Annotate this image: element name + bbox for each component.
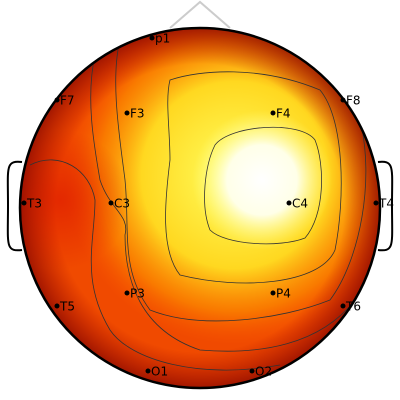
electrode-label: O1 xyxy=(151,365,168,379)
electrode-dot xyxy=(124,290,130,296)
electrode-label: F3 xyxy=(130,107,145,121)
electrode-label: T6 xyxy=(345,300,361,314)
electrode-label: F8 xyxy=(346,94,361,108)
electrode-dot xyxy=(373,200,379,206)
electrode-dot xyxy=(340,303,346,309)
electrodes: p1 F7 F3 F4 F8 T3 C3 C4 T4 T5 P3 P4 T6 O1 O2 xyxy=(21,32,394,379)
electrode-dot xyxy=(286,200,292,206)
contours xyxy=(29,39,367,371)
electrode-dot xyxy=(21,200,27,206)
electrode-dot xyxy=(108,200,114,206)
nose xyxy=(169,0,231,29)
electrode-dot xyxy=(249,368,255,374)
electrode-label: P4 xyxy=(276,287,291,301)
electrode-label: F7 xyxy=(60,94,75,108)
electrode-dot xyxy=(270,110,276,116)
electrode-label: C3 xyxy=(114,197,130,211)
electrode-dot xyxy=(54,97,60,103)
head-outline xyxy=(18,26,382,390)
left-ear xyxy=(6,160,23,252)
electrode-label: p1 xyxy=(155,32,170,46)
electrode-dot xyxy=(270,290,276,296)
electrode-label: T3 xyxy=(26,197,42,211)
electrode-label: T5 xyxy=(59,300,75,314)
electrode-label: P3 xyxy=(130,287,145,301)
electrode-label: O2 xyxy=(255,365,272,379)
electrode-dot xyxy=(149,35,155,41)
electrode-label: C4 xyxy=(292,197,308,211)
electrode-label: T4 xyxy=(378,197,394,211)
electrode-dot xyxy=(145,368,151,374)
electrode-label: F4 xyxy=(276,107,291,121)
right-ear xyxy=(377,160,394,252)
electrode-dot xyxy=(124,110,130,116)
electrode-dot xyxy=(54,303,60,309)
electrode-dot xyxy=(340,97,346,103)
